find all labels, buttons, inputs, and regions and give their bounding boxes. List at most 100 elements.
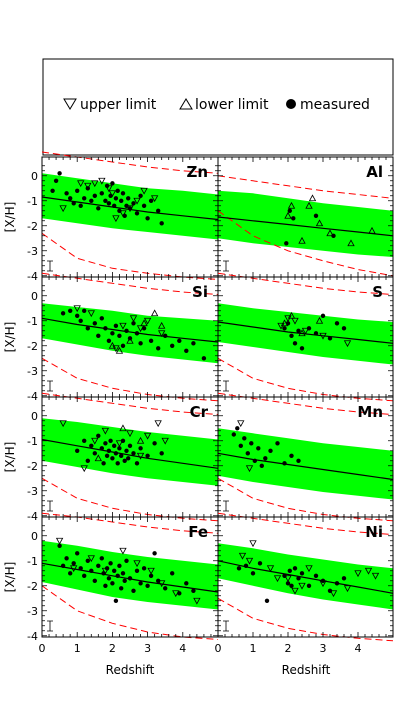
panel-s xyxy=(218,272,393,402)
upper-limit-point xyxy=(70,565,78,573)
lower-limit-point xyxy=(119,424,127,432)
panel-si xyxy=(42,272,218,402)
measured-point xyxy=(163,333,168,338)
upper-limit-point xyxy=(55,537,64,545)
measured-point xyxy=(127,576,133,581)
measured-point xyxy=(120,191,126,196)
measured-point xyxy=(103,441,108,446)
measured-point xyxy=(138,341,143,346)
y-tick-label: -2 xyxy=(27,580,38,593)
measured-point xyxy=(117,446,122,451)
measured-point xyxy=(106,338,112,343)
measured-point xyxy=(141,203,147,208)
upper-limit-point xyxy=(371,572,380,580)
lower-limit-point xyxy=(136,436,145,444)
measured-point xyxy=(117,333,122,338)
y-tick-label: -2 xyxy=(27,220,38,233)
lower-limit-point xyxy=(287,311,296,319)
measured-point xyxy=(110,181,115,186)
measured-point xyxy=(263,456,268,461)
upper-limit-point xyxy=(158,330,166,338)
measured-point xyxy=(184,581,189,586)
y-tick-label: -3 xyxy=(27,245,38,258)
measured-point xyxy=(242,436,247,441)
measured-point xyxy=(289,453,294,458)
measured-point xyxy=(106,576,112,581)
measured-point xyxy=(122,458,127,463)
measured-point xyxy=(108,561,113,566)
x-tick-label: 2 xyxy=(285,642,292,655)
upper-limit-point xyxy=(143,432,152,440)
measured-point xyxy=(152,441,157,446)
measured-point xyxy=(131,201,136,206)
measured-point xyxy=(287,568,292,573)
lower-limit-point xyxy=(140,319,148,327)
lower-limit-point xyxy=(284,211,292,219)
y-tick-label: -1 xyxy=(27,195,38,208)
measured-point xyxy=(124,448,129,453)
measured-point xyxy=(275,441,280,446)
measured-point xyxy=(252,458,257,463)
upper-limit-point xyxy=(364,567,373,575)
lower-limit-point xyxy=(368,226,376,234)
upper-limit-point xyxy=(73,305,81,313)
upper-limit-point xyxy=(59,420,67,428)
measured-point xyxy=(101,461,106,466)
upper-limit-point xyxy=(273,575,282,583)
upper-limit-point xyxy=(329,590,338,598)
upper-limit-point xyxy=(161,437,169,445)
lower-limit-point xyxy=(305,201,313,209)
measured-point xyxy=(131,451,136,456)
measured-point xyxy=(106,448,112,453)
measured-point xyxy=(71,561,76,566)
measured-point xyxy=(85,326,91,331)
y-axis-label-row3: [X/H] xyxy=(3,442,17,473)
measured-point xyxy=(120,571,126,576)
measured-point xyxy=(92,451,98,456)
error-bar xyxy=(223,620,229,632)
measured-point xyxy=(117,563,122,568)
envelope-upper-line xyxy=(42,392,218,415)
measured-point xyxy=(341,326,347,331)
upper-limit-point xyxy=(136,452,145,460)
scatter-band xyxy=(218,543,393,610)
measured-point xyxy=(127,443,133,448)
lower-limit-point xyxy=(280,319,289,327)
measured-point xyxy=(148,198,154,203)
measured-point xyxy=(110,581,115,586)
legend-measured-label: measured xyxy=(300,97,370,113)
y-tick-label: -2 xyxy=(27,340,38,353)
legend: upper limit lower limit measured xyxy=(42,58,394,156)
model-line xyxy=(218,216,393,237)
measured-point xyxy=(115,461,120,466)
upper-limit-point xyxy=(126,205,134,213)
scatter-band xyxy=(42,540,218,610)
y-tick-label: -4 xyxy=(27,630,38,643)
upper-limit-point xyxy=(354,570,362,578)
legend-lower-label: lower limit xyxy=(195,97,269,113)
measured-point xyxy=(82,308,87,313)
measured-point xyxy=(126,456,131,461)
y-tick-label: 0 xyxy=(31,170,38,183)
measured-point xyxy=(299,571,305,576)
measured-point xyxy=(110,331,115,336)
lower-limit-symbol-icon xyxy=(179,98,193,110)
measured-point xyxy=(60,563,66,568)
measured-point xyxy=(89,198,94,203)
lower-limit-point xyxy=(108,341,117,349)
measured-point xyxy=(292,566,298,571)
measured-point xyxy=(313,213,319,218)
error-bar xyxy=(223,500,229,512)
envelope-upper-line xyxy=(42,512,218,534)
measured-point xyxy=(85,558,91,563)
x-tick-label: 0 xyxy=(215,642,222,655)
y-tick-label: -2 xyxy=(27,460,38,473)
measured-point xyxy=(112,443,117,448)
envelope-lower-line xyxy=(218,357,393,402)
measured-point xyxy=(296,576,301,581)
measured-point xyxy=(256,446,261,451)
upper-limit-point xyxy=(249,540,257,548)
y-tick-label: 0 xyxy=(31,290,38,303)
measured-point xyxy=(236,566,242,571)
x-tick-label: 3 xyxy=(144,642,151,655)
